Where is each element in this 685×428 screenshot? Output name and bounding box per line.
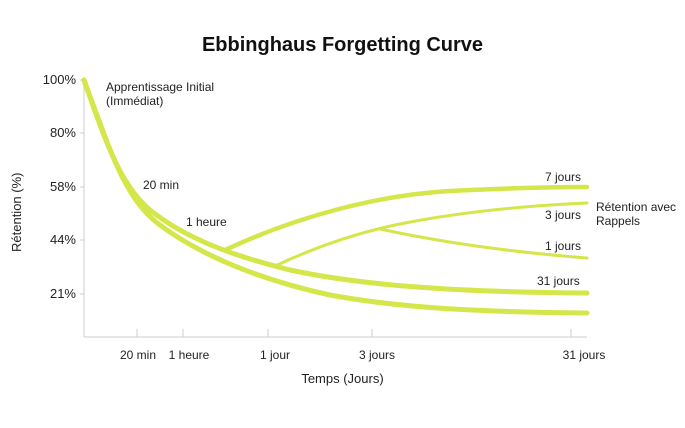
y-tick-80: 80% [49, 125, 76, 140]
x-tick-20min: 20 min [119, 348, 157, 362]
curve-31-jours [81, 77, 590, 296]
curve-3-jours [273, 201, 589, 268]
chart-title: Ebbinghaus Forgetting Curve [201, 34, 484, 56]
curve-7-jours [222, 184, 590, 253]
annotation-rappels-line1: Rétention avec [596, 200, 677, 214]
y-tick-100: 100% [42, 72, 76, 87]
annotation-1heure: 1 heure [186, 215, 227, 229]
annotation-rappels-line2: Rappels [596, 214, 641, 228]
annotation-1jours: 1 jours [545, 239, 582, 253]
y-axis-title: Rétention (%) [9, 172, 24, 252]
annotation-initial-line1: Apprentissage Initial [106, 80, 215, 94]
x-axis-title: Temps (Jours) [301, 371, 384, 386]
y-tick-44: 44% [49, 232, 76, 247]
x-tick-3jours: 3 jours [358, 348, 396, 362]
x-tick-31jours: 31 jours [562, 348, 606, 362]
y-tick-21: 21% [49, 286, 76, 301]
annotation-initial-line2: (Immédiat) [106, 94, 164, 108]
annotation-rappels: Rétention avec Rappels [596, 200, 676, 228]
curve-1-jours [378, 227, 589, 260]
x-tick-1heure: 1 heure [168, 348, 210, 362]
x-tick-1jour: 1 jour [259, 348, 291, 362]
annotation-20min: 20 min [143, 178, 180, 192]
annotation-7jours: 7 jours [545, 170, 582, 184]
annotation-initial: Apprentissage Initial (Immédiat) [106, 80, 214, 108]
y-tick-58: 58% [49, 179, 76, 194]
annotation-31jours: 31 jours [537, 274, 580, 288]
annotation-3jours: 3 jours [545, 208, 582, 222]
